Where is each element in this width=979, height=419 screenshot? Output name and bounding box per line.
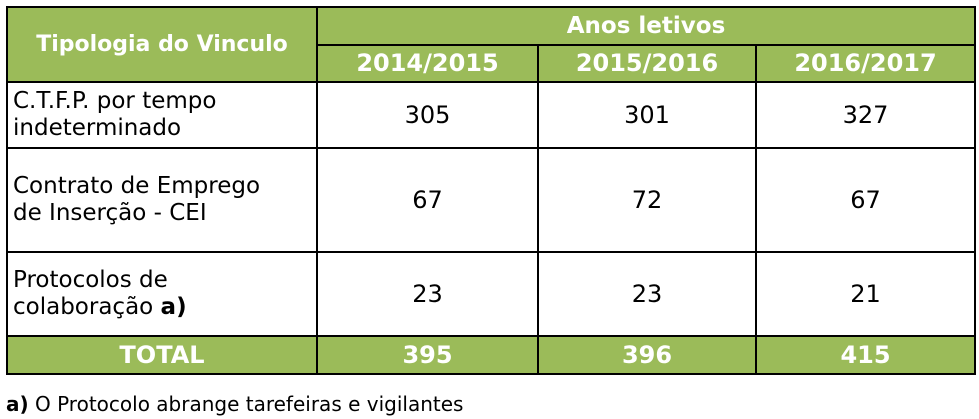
- row-label-line2: indeterminado: [13, 115, 182, 141]
- staff-table-container: Tipologia do Vinculo Anos letivos 2014/2…: [6, 6, 977, 375]
- staff-table: Tipologia do Vinculo Anos letivos 2014/2…: [6, 6, 977, 375]
- cell-value: 301: [537, 81, 757, 149]
- table-row: Protocolos de colaboração a) 23 23 21: [6, 251, 977, 337]
- total-value: 395: [316, 335, 539, 375]
- header-row-label: Tipologia do Vinculo: [6, 6, 318, 83]
- header-group-label: Anos letivos: [315, 6, 977, 46]
- cell-value: 67: [754, 147, 977, 253]
- cell-value: 21: [754, 251, 977, 337]
- table-row: Contrato de Emprego de Inserção - CEI 67…: [6, 147, 977, 253]
- row-label-protocolos: Protocolos de colaboração a): [6, 251, 318, 337]
- cell-value: 67: [316, 147, 539, 253]
- footnote: a) O Protocolo abrange tarefeiras e vigi…: [6, 392, 463, 416]
- cell-value: 23: [537, 251, 757, 337]
- header-year-2: 2015/2016: [537, 43, 757, 83]
- footnote-text: O Protocolo abrange tarefeiras e vigilan…: [28, 392, 464, 416]
- row-label-line2: colaboração: [13, 294, 161, 320]
- header-year-1: 2014/2015: [316, 43, 539, 83]
- total-label: TOTAL: [6, 335, 318, 375]
- row-label-line1: C.T.F.P. por tempo: [13, 88, 217, 114]
- cell-value: 305: [316, 81, 539, 149]
- row-label-cei: Contrato de Emprego de Inserção - CEI: [6, 147, 318, 253]
- footnote-marker: a): [6, 392, 29, 416]
- row-label-ctfp: C.T.F.P. por tempo indeterminado: [6, 81, 318, 149]
- row-label-line2: de Inserção - CEI: [13, 200, 207, 226]
- table-row: C.T.F.P. por tempo indeterminado 305 301…: [6, 81, 977, 149]
- row-label-line1: Protocolos de: [13, 267, 168, 293]
- total-value: 415: [754, 335, 977, 375]
- row-label-line1: Contrato de Emprego: [13, 173, 261, 199]
- footnote-marker-ref: a): [160, 294, 187, 320]
- cell-value: 72: [537, 147, 757, 253]
- total-row: TOTAL 395 396 415: [6, 335, 977, 375]
- header-year-3: 2016/2017: [754, 43, 977, 83]
- cell-value: 23: [316, 251, 539, 337]
- cell-value: 327: [754, 81, 977, 149]
- total-value: 396: [537, 335, 757, 375]
